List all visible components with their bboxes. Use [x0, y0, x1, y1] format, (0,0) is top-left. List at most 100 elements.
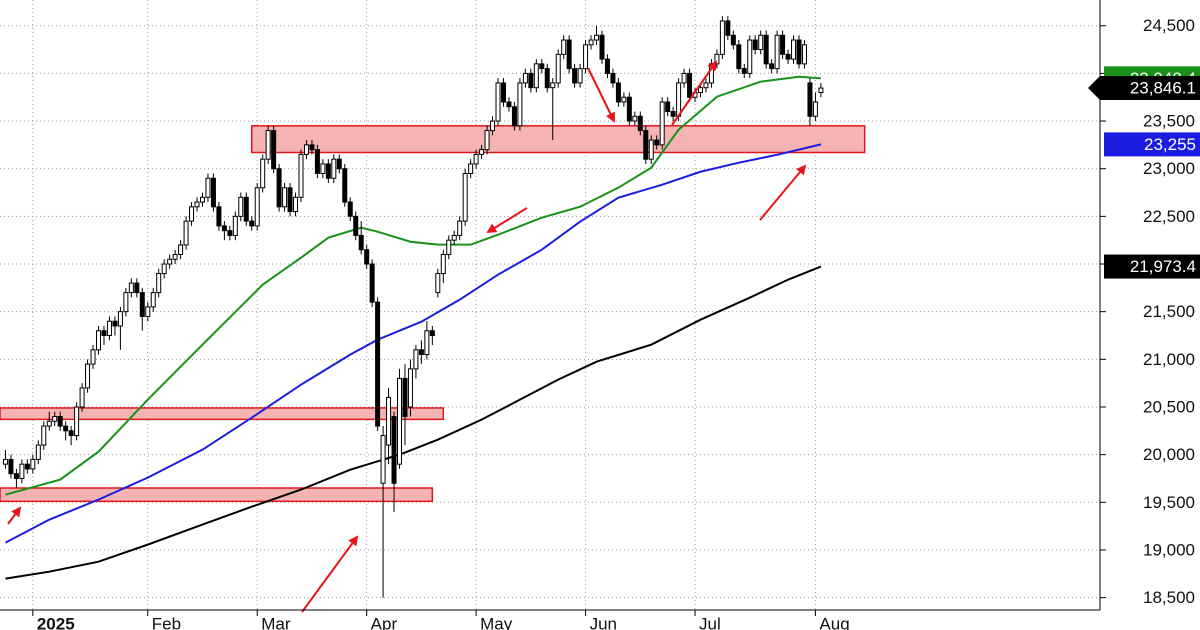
annotation-arrows	[7, 60, 807, 613]
candle-body	[150, 292, 156, 308]
candle-body	[812, 101, 818, 117]
candle-body	[615, 82, 621, 103]
candle-body	[2, 458, 8, 465]
candle-body	[490, 120, 496, 132]
candle-body	[210, 177, 216, 208]
line-layer	[5, 75, 822, 580]
candle-body	[818, 87, 824, 93]
candle-body	[205, 177, 211, 198]
candle-body	[325, 163, 331, 179]
candle-body	[462, 172, 468, 222]
y-tick-label: 21,500	[1143, 302, 1195, 321]
candle-body	[801, 44, 807, 65]
candle-body	[796, 39, 802, 65]
moving-average-line	[5, 75, 821, 496]
candle-body	[342, 168, 348, 203]
candle-body	[249, 220, 255, 227]
candle-body	[670, 111, 676, 117]
y-tick-label: 20,500	[1143, 397, 1195, 416]
arrow	[301, 535, 359, 613]
x-tick-label: Jun	[590, 614, 617, 630]
candle-body	[681, 72, 687, 84]
candle-body	[451, 234, 457, 241]
candle-body	[544, 68, 550, 89]
candle-body	[336, 158, 342, 170]
candle-body	[309, 144, 315, 151]
candle-body	[747, 39, 753, 74]
candle-body	[506, 101, 512, 108]
candle-body	[730, 34, 736, 46]
candle-body	[145, 306, 151, 317]
support-zone	[250, 125, 866, 154]
candle-body	[128, 282, 134, 294]
candle-body	[577, 68, 583, 84]
close-label: 23,846.1	[1130, 79, 1196, 98]
y-tick-label: 18,500	[1143, 588, 1195, 607]
candle-body	[604, 58, 610, 74]
candle-body	[555, 53, 561, 84]
y-tick-label: 21,000	[1143, 350, 1195, 369]
candle-body	[358, 234, 364, 251]
candle-body	[46, 420, 52, 427]
candle-body	[703, 82, 709, 89]
candle-body	[418, 349, 424, 356]
candle-body	[19, 463, 25, 479]
y-tick-label: 19,000	[1143, 540, 1195, 559]
candle-body	[68, 430, 74, 437]
candle-body	[758, 34, 764, 51]
candle-body	[227, 230, 233, 236]
candle-body	[172, 253, 178, 260]
candle-body	[687, 72, 693, 98]
candle-body	[533, 63, 539, 89]
candle-body	[287, 187, 293, 213]
candle-body	[484, 130, 490, 151]
candle-body	[774, 34, 780, 70]
candle-body	[35, 444, 41, 460]
candle-body	[13, 473, 19, 479]
candle-body	[402, 377, 408, 418]
candle-body	[637, 115, 643, 132]
price-label: 21,973.4	[1130, 257, 1196, 276]
candle-body	[752, 39, 758, 51]
y-tick-label: 23,500	[1143, 112, 1195, 131]
arrow	[7, 506, 22, 525]
y-tick-label: 24,500	[1143, 16, 1195, 35]
candle-body	[79, 387, 85, 408]
candle-body	[500, 82, 506, 103]
candle-body	[63, 425, 69, 432]
candle-body	[380, 435, 386, 484]
candle-body	[265, 130, 271, 160]
candle-body	[74, 406, 80, 437]
moving-average-line	[5, 265, 822, 580]
candle-body	[769, 63, 775, 70]
candle-body	[375, 301, 381, 427]
candle-body	[621, 96, 627, 103]
candle-body	[8, 458, 14, 475]
y-tick-label: 20,000	[1143, 445, 1195, 464]
candle-body	[189, 206, 195, 222]
candle-body	[429, 330, 435, 336]
candle-body	[435, 273, 441, 294]
candle-body	[780, 34, 786, 55]
candle-body	[167, 258, 173, 265]
candle-body	[719, 20, 725, 55]
candle-body	[446, 239, 452, 255]
candle-body	[566, 39, 572, 70]
candle-body	[112, 320, 118, 327]
candle-body	[134, 282, 140, 294]
y-tick-label: 19,500	[1143, 493, 1195, 512]
grid-layer	[0, 0, 1100, 610]
candle-body	[96, 330, 102, 351]
candle-body	[676, 82, 682, 117]
candle-body	[583, 44, 589, 70]
candle-body	[178, 244, 184, 255]
candle-body	[139, 292, 145, 317]
arrow	[759, 164, 807, 221]
candle-body	[232, 215, 238, 236]
candle-body	[243, 196, 249, 222]
candle-body	[101, 330, 107, 336]
candle-body	[697, 87, 703, 93]
candle-body	[221, 225, 227, 232]
